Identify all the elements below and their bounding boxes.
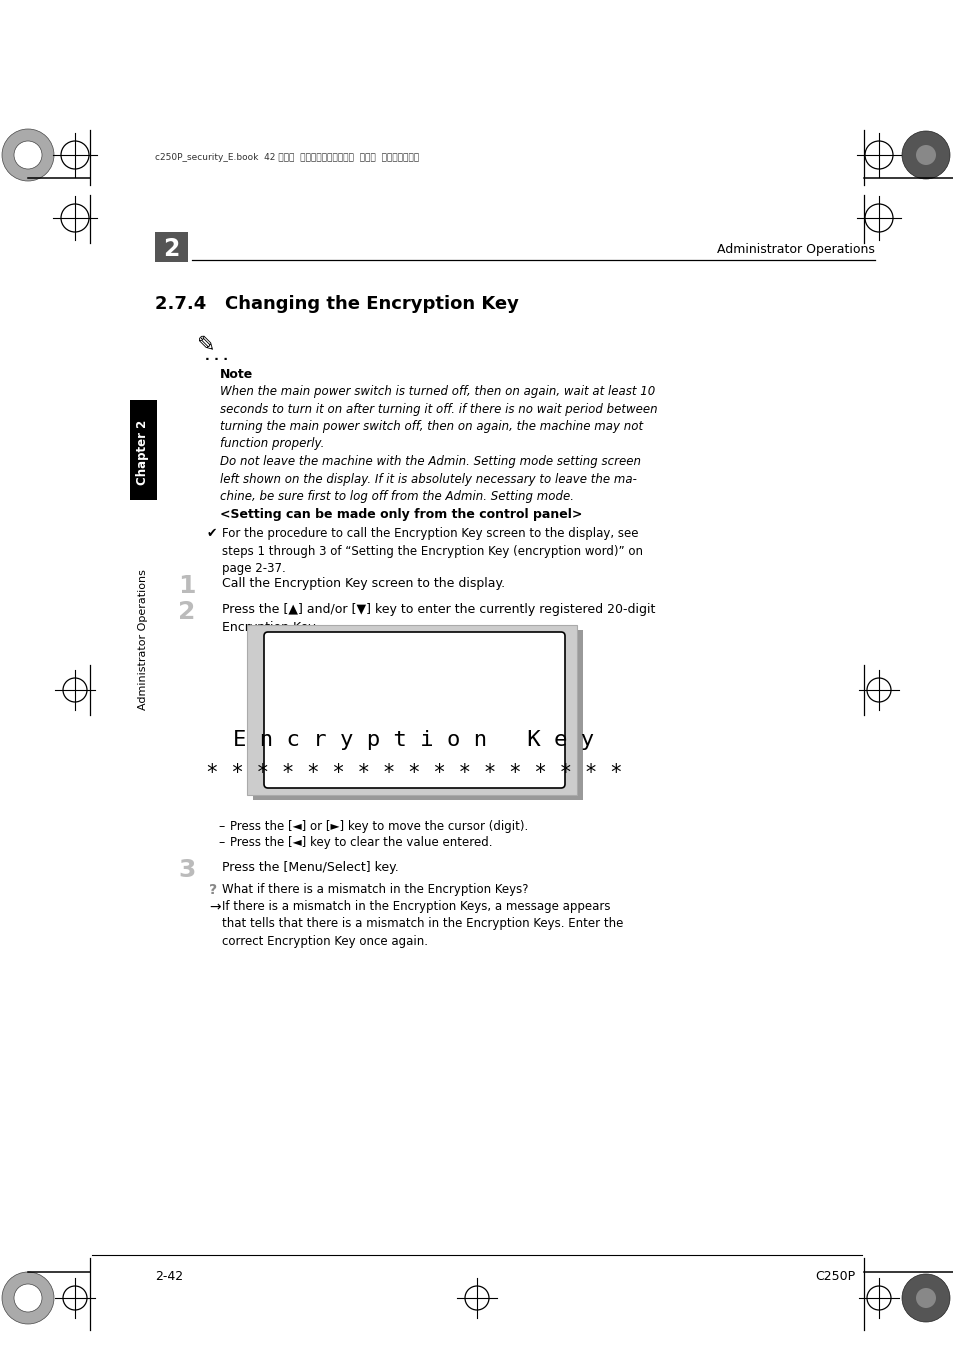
- Text: C250P: C250P: [814, 1270, 854, 1282]
- Text: Press the [◄] key to clear the value entered.: Press the [◄] key to clear the value ent…: [230, 836, 492, 849]
- Circle shape: [915, 1288, 935, 1308]
- Text: If there is a mismatch in the Encryption Keys, a message appears
that tells that: If there is a mismatch in the Encryption…: [222, 900, 622, 948]
- Text: . . .: . . .: [205, 350, 228, 363]
- Text: Administrator Operations: Administrator Operations: [717, 243, 874, 256]
- Text: c250P_security_E.book  42 ページ  ２００７年４月１０日  火曜日  午後７晎２７分: c250P_security_E.book 42 ページ ２００７年４月１０日 …: [154, 154, 418, 162]
- Text: Administrator Operations: Administrator Operations: [138, 570, 148, 710]
- FancyBboxPatch shape: [253, 630, 582, 801]
- Circle shape: [14, 1284, 42, 1312]
- FancyBboxPatch shape: [264, 632, 564, 788]
- Circle shape: [915, 144, 935, 165]
- Text: Press the [Menu/Select] key.: Press the [Menu/Select] key.: [222, 861, 398, 873]
- Text: 1: 1: [178, 574, 195, 598]
- Text: Note: Note: [220, 369, 253, 381]
- FancyBboxPatch shape: [154, 232, 188, 262]
- Text: For the procedure to call the Encryption Key screen to the display, see
steps 1 : For the procedure to call the Encryption…: [222, 526, 642, 575]
- Text: ✔: ✔: [207, 526, 217, 540]
- Text: E n c r y p t i o n   K e y: E n c r y p t i o n K e y: [233, 730, 594, 751]
- Text: –: –: [218, 836, 224, 849]
- Circle shape: [901, 1274, 949, 1322]
- FancyBboxPatch shape: [247, 625, 577, 795]
- Text: 2: 2: [178, 599, 195, 624]
- Text: 3: 3: [178, 859, 195, 882]
- Text: <Setting can be made only from the control panel>: <Setting can be made only from the contr…: [220, 508, 581, 521]
- Text: ?: ?: [209, 883, 217, 896]
- Text: When the main power switch is turned off, then on again, wait at least 10
second: When the main power switch is turned off…: [220, 385, 657, 451]
- Text: Press the [▲] and/or [▼] key to enter the currently registered 20-digit
Encrypti: Press the [▲] and/or [▼] key to enter th…: [222, 603, 655, 633]
- Text: 2: 2: [163, 238, 179, 261]
- Text: * * * * * * * * * * * * * * * * *: * * * * * * * * * * * * * * * * *: [206, 763, 621, 783]
- Text: ✎: ✎: [196, 335, 215, 355]
- Text: What if there is a mismatch in the Encryption Keys?: What if there is a mismatch in the Encry…: [222, 883, 528, 896]
- Text: 2.7.4   Changing the Encryption Key: 2.7.4 Changing the Encryption Key: [154, 296, 518, 313]
- Text: →: →: [209, 900, 220, 914]
- FancyBboxPatch shape: [130, 400, 157, 500]
- Circle shape: [2, 130, 54, 181]
- Circle shape: [901, 131, 949, 180]
- Text: 2-42: 2-42: [154, 1270, 183, 1282]
- Circle shape: [2, 1272, 54, 1324]
- Text: Chapter 2: Chapter 2: [136, 420, 150, 485]
- Circle shape: [14, 140, 42, 169]
- Text: Call the Encryption Key screen to the display.: Call the Encryption Key screen to the di…: [222, 576, 504, 590]
- Text: Press the [◄] or [►] key to move the cursor (digit).: Press the [◄] or [►] key to move the cur…: [230, 819, 528, 833]
- Text: –: –: [218, 819, 224, 833]
- Text: Do not leave the machine with the Admin. Setting mode setting screen
left shown : Do not leave the machine with the Admin.…: [220, 455, 640, 504]
